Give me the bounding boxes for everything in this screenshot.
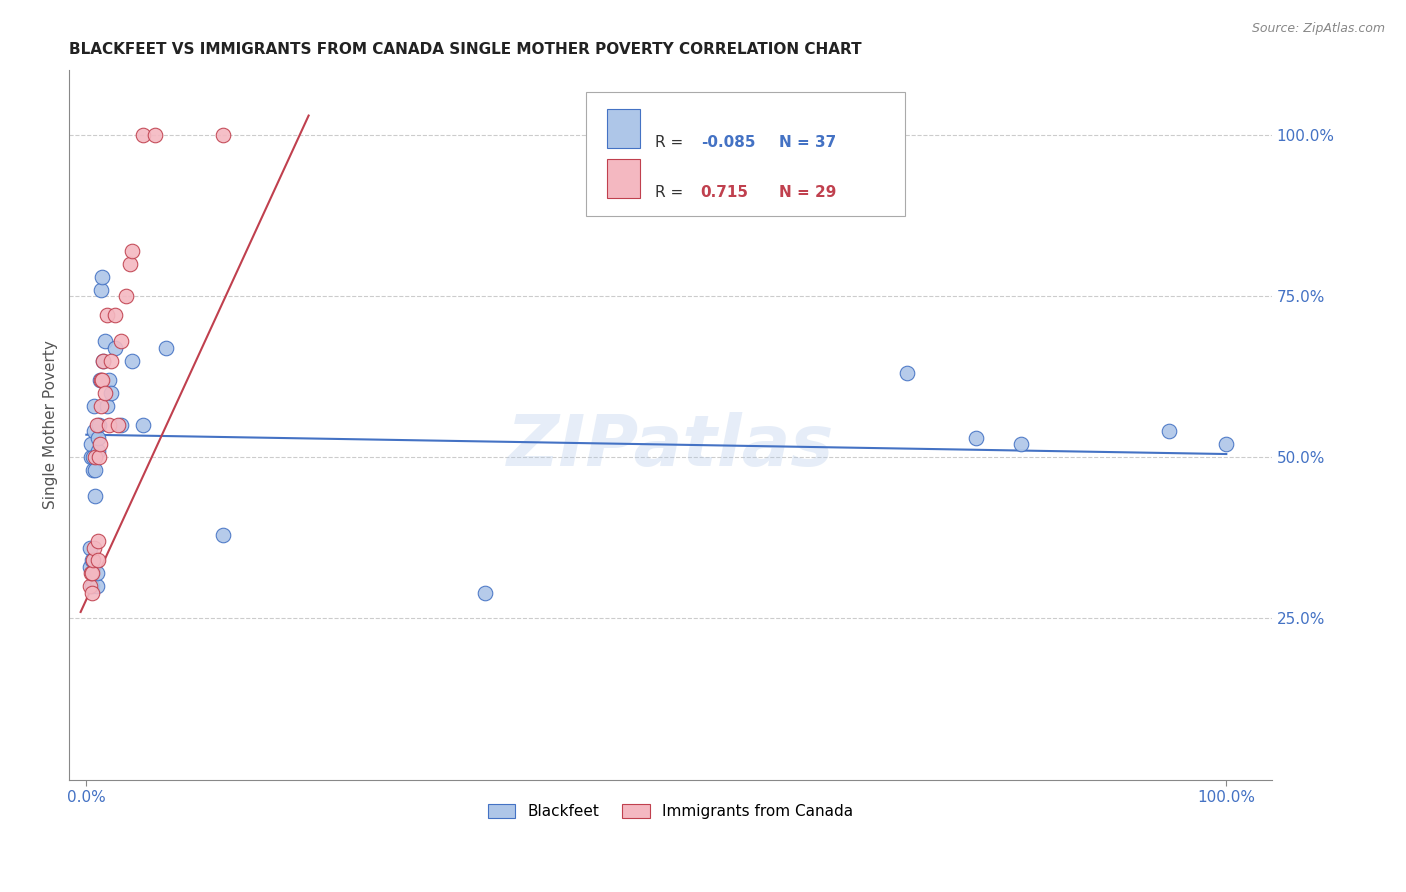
Point	[87, 553, 110, 567]
Point	[79, 579, 101, 593]
Text: 0.715: 0.715	[700, 185, 748, 200]
Point	[474, 585, 496, 599]
Point	[212, 128, 235, 142]
Text: R =: R =	[655, 136, 683, 150]
Text: -0.085: -0.085	[700, 136, 755, 150]
Point	[90, 283, 112, 297]
Point	[1159, 425, 1181, 439]
Point	[132, 417, 155, 432]
Point	[1010, 437, 1032, 451]
Legend: Blackfeet, Immigrants from Canada: Blackfeet, Immigrants from Canada	[482, 797, 859, 825]
Point	[143, 128, 166, 142]
Point	[104, 309, 127, 323]
Point	[93, 353, 115, 368]
Point	[98, 417, 121, 432]
Point	[83, 399, 105, 413]
Point	[110, 334, 132, 349]
Point	[82, 450, 104, 465]
Point	[86, 417, 108, 432]
Point	[90, 373, 112, 387]
Point	[132, 128, 155, 142]
Point	[87, 417, 110, 432]
Point	[80, 566, 103, 581]
Point	[91, 373, 114, 387]
Point	[93, 353, 115, 368]
Point	[93, 385, 115, 400]
Point	[89, 373, 111, 387]
Point	[1215, 437, 1237, 451]
Point	[83, 425, 105, 439]
Text: N = 29: N = 29	[779, 185, 837, 200]
Point	[91, 269, 114, 284]
Point	[82, 553, 104, 567]
Point	[100, 353, 122, 368]
Point	[100, 385, 122, 400]
Point	[965, 431, 987, 445]
Point	[110, 417, 132, 432]
Point	[98, 373, 121, 387]
Point	[87, 443, 110, 458]
Bar	[607, 159, 641, 198]
Point	[87, 450, 110, 465]
Point	[80, 566, 103, 581]
Point	[121, 353, 143, 368]
Point	[121, 244, 143, 258]
Point	[90, 399, 112, 413]
Point	[87, 431, 110, 445]
Point	[79, 541, 101, 555]
Point	[86, 579, 108, 593]
Point	[89, 437, 111, 451]
Point	[107, 417, 129, 432]
Point	[80, 450, 103, 465]
Point	[84, 489, 107, 503]
Point	[96, 399, 118, 413]
Point	[212, 527, 235, 541]
Point	[82, 463, 104, 477]
Point	[155, 341, 177, 355]
Point	[115, 289, 138, 303]
Text: ZIPatlas: ZIPatlas	[508, 412, 834, 481]
Point	[80, 579, 103, 593]
Point	[118, 257, 141, 271]
Text: BLACKFEET VS IMMIGRANTS FROM CANADA SINGLE MOTHER POVERTY CORRELATION CHART: BLACKFEET VS IMMIGRANTS FROM CANADA SING…	[69, 42, 862, 57]
Point	[84, 450, 107, 465]
Point	[86, 566, 108, 581]
Y-axis label: Single Mother Poverty: Single Mother Poverty	[44, 341, 58, 509]
Point	[104, 341, 127, 355]
FancyBboxPatch shape	[586, 92, 905, 216]
Point	[80, 553, 103, 567]
Point	[79, 559, 101, 574]
Point	[896, 367, 918, 381]
Text: Source: ZipAtlas.com: Source: ZipAtlas.com	[1251, 22, 1385, 36]
Bar	[607, 109, 641, 148]
Point	[80, 437, 103, 451]
Point	[87, 534, 110, 549]
Point	[80, 585, 103, 599]
Text: R =: R =	[655, 185, 683, 200]
Point	[84, 463, 107, 477]
Point	[93, 334, 115, 349]
Point	[96, 309, 118, 323]
Text: N = 37: N = 37	[779, 136, 837, 150]
Point	[83, 541, 105, 555]
